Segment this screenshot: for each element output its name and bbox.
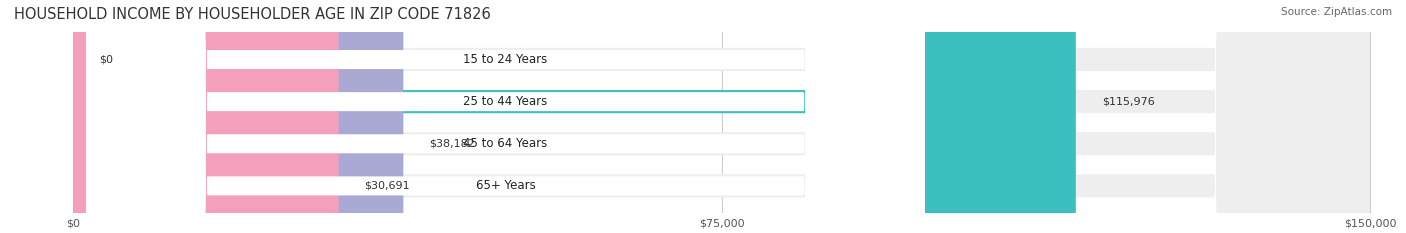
FancyBboxPatch shape [73,0,1076,233]
Text: 45 to 64 Years: 45 to 64 Years [464,137,548,150]
Text: HOUSEHOLD INCOME BY HOUSEHOLDER AGE IN ZIP CODE 71826: HOUSEHOLD INCOME BY HOUSEHOLDER AGE IN Z… [14,7,491,22]
FancyBboxPatch shape [86,0,925,233]
Text: $38,182: $38,182 [429,139,475,149]
FancyBboxPatch shape [73,0,339,233]
Text: 65+ Years: 65+ Years [475,179,536,192]
Text: $30,691: $30,691 [364,181,411,191]
FancyBboxPatch shape [86,0,925,233]
FancyBboxPatch shape [73,0,1369,233]
FancyBboxPatch shape [73,0,404,233]
FancyBboxPatch shape [73,0,1369,233]
Text: Source: ZipAtlas.com: Source: ZipAtlas.com [1281,7,1392,17]
FancyBboxPatch shape [73,0,1369,233]
Text: $0: $0 [100,55,114,65]
FancyBboxPatch shape [86,0,925,233]
FancyBboxPatch shape [86,0,925,233]
FancyBboxPatch shape [73,0,1369,233]
Text: $115,976: $115,976 [1102,97,1154,107]
Text: 15 to 24 Years: 15 to 24 Years [464,53,548,66]
Text: 25 to 44 Years: 25 to 44 Years [464,95,548,108]
